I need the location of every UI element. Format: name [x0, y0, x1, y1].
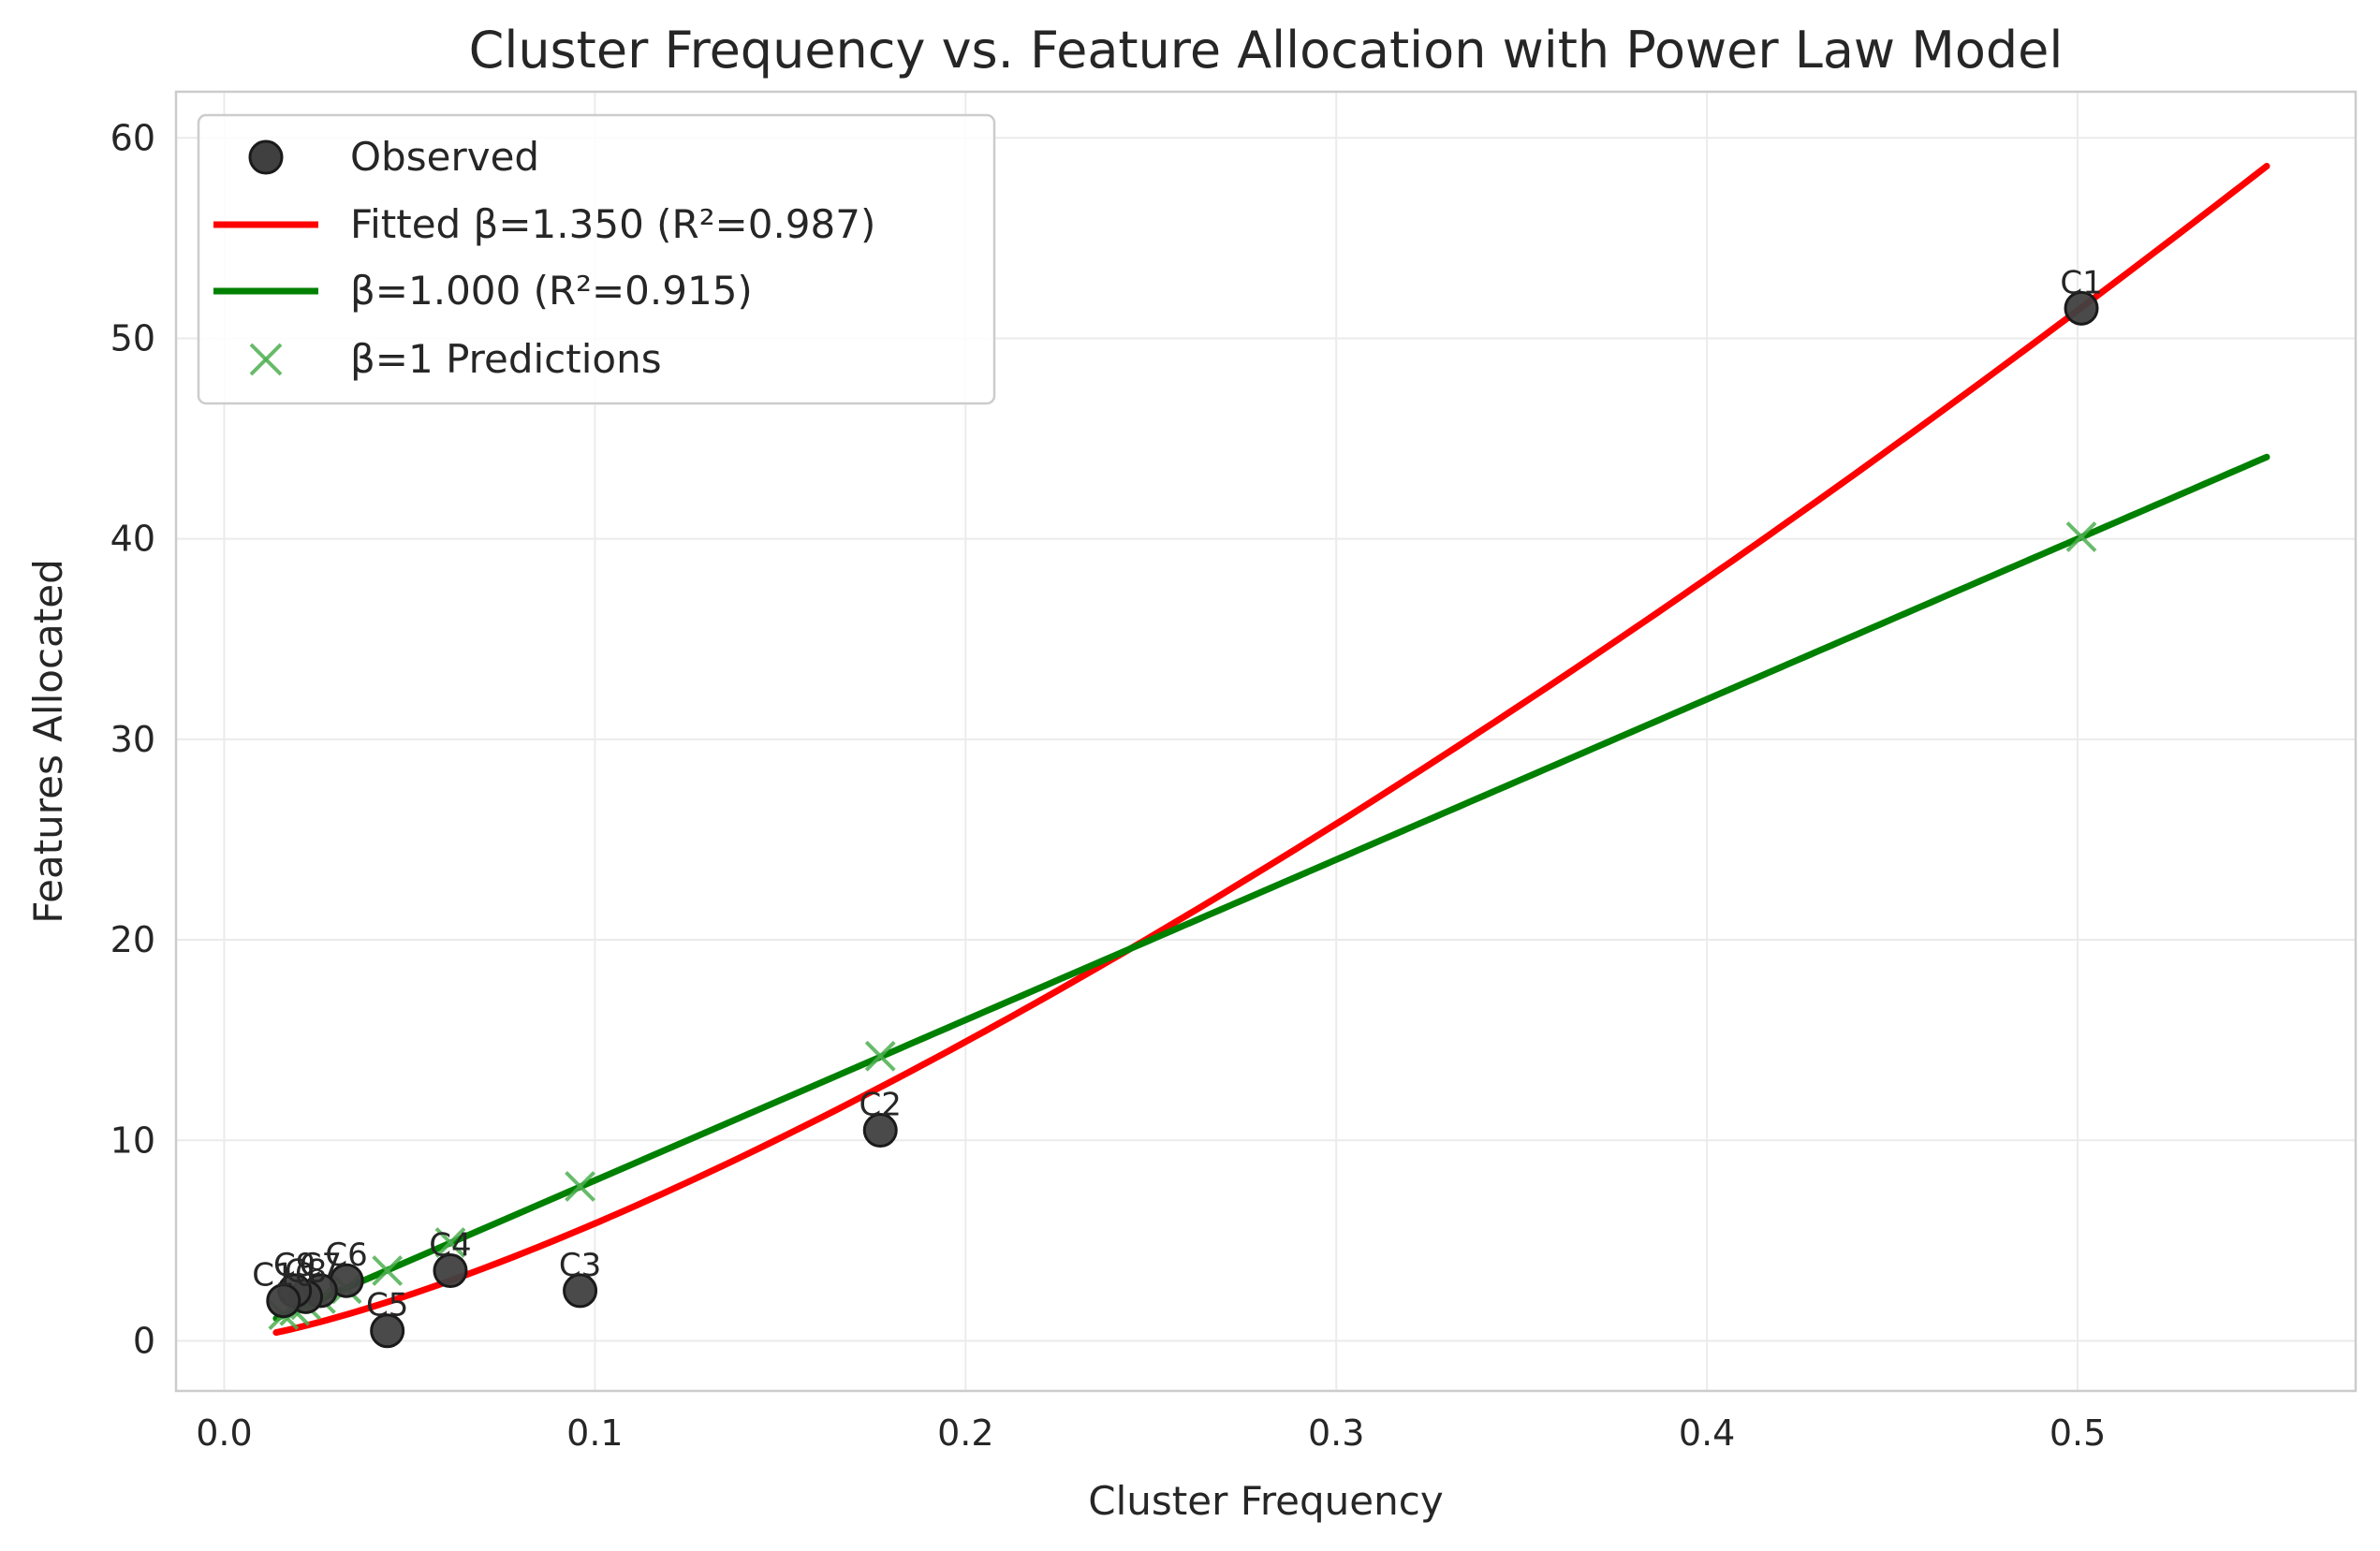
series-lines: [272, 163, 2270, 1337]
point-label: C1: [2060, 264, 2102, 301]
observed-point: [2064, 290, 2099, 326]
prediction-stroke: [434, 1227, 466, 1258]
x-tick-label: 0.5: [2049, 1412, 2106, 1454]
legend-box: [197, 113, 996, 405]
y-axis-ticks: 0 10 20 30 40 50 60: [110, 117, 155, 1361]
observed-point: [266, 1283, 301, 1319]
beta1-curve: [272, 453, 2270, 1322]
observed-point: [433, 1252, 468, 1288]
x-tick-label: 0.0: [196, 1412, 252, 1454]
point-label: C2: [859, 1087, 902, 1124]
y-tick-label: 10: [110, 1119, 155, 1161]
prediction-marker: [565, 1171, 595, 1202]
prediction-marker: [2065, 521, 2097, 552]
prediction-stroke: [372, 1255, 404, 1286]
x-tick-label: 0.4: [1679, 1412, 1735, 1454]
legend: Observed Fitted β=1.350 (R²=0.987) β=1.0…: [197, 113, 996, 405]
x-axis-ticks: 0.0 0.1 0.2 0.3 0.4 0.5: [196, 1412, 2106, 1454]
observed-point: [862, 1113, 898, 1149]
x-tick-label: 0.2: [937, 1412, 993, 1454]
legend-prediction-label: β=1 Predictions: [350, 336, 662, 382]
x-tick-label: 0.3: [1308, 1412, 1364, 1454]
point-label: C10: [252, 1257, 315, 1295]
observed-point: [563, 1273, 598, 1309]
point-label: C5: [366, 1287, 408, 1324]
y-tick-label: 30: [110, 719, 155, 760]
chart-title: Cluster Frequency vs. Feature Allocation…: [469, 21, 2064, 80]
y-tick-label: 60: [110, 117, 155, 158]
point-label: C8: [285, 1252, 327, 1290]
prediction-marker: [434, 1227, 466, 1258]
legend-observed-label: Observed: [350, 134, 539, 180]
y-tick-label: 0: [133, 1320, 155, 1361]
point-label: C7: [300, 1247, 342, 1284]
prediction-marker: [372, 1255, 404, 1286]
plot-frame: [174, 90, 2358, 1393]
legend-prediction-marker: [249, 343, 283, 376]
point-label: C9: [273, 1247, 316, 1284]
legend-beta1-label: β=1.000 (R²=0.915): [350, 268, 753, 314]
prediction-stroke: [565, 1171, 595, 1202]
x-tick-label: 0.1: [566, 1412, 623, 1454]
point-label: C4: [429, 1226, 471, 1264]
y-axis-title: Features Allocated: [25, 559, 71, 924]
y-tick-label: 50: [110, 317, 155, 358]
point-label: C6: [325, 1236, 367, 1274]
x-axis-title: Cluster Frequency: [1088, 1478, 1443, 1524]
prediction-marker: [864, 1040, 896, 1072]
fitted-curve: [272, 163, 2270, 1337]
legend-fitted-label: Fitted β=1.350 (R²=0.987): [350, 201, 875, 247]
prediction-stroke: [2065, 521, 2097, 552]
y-tick-label: 20: [110, 919, 155, 960]
prediction-stroke: [864, 1040, 896, 1072]
point-label: C3: [559, 1247, 601, 1284]
observed-point: [370, 1313, 405, 1349]
observed-points: [266, 290, 2099, 1349]
y-tick-label: 40: [110, 519, 155, 560]
legend-observed-marker: [248, 139, 284, 175]
